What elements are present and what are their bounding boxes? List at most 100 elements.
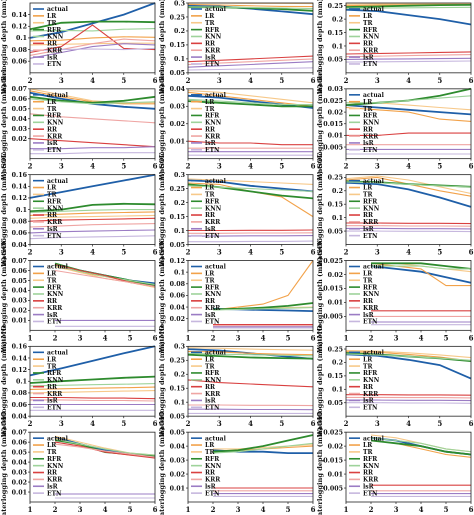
panel-4: 2 3 4 5 6 0.02 0.03 0.04 0.05 0.06 0.07 Waterloggin… (0, 68, 158, 181)
series-line-KRR (346, 225, 472, 227)
legend-label-RFR: RFR (205, 113, 220, 120)
y-tick-label: 0.05 (12, 278, 27, 285)
legend-label-KRR: KRR (205, 47, 221, 54)
series-line-actual (345, 181, 472, 208)
x-tick-label: 2 (211, 505, 216, 514)
series-line-RFR (29, 202, 156, 213)
y-tick-label: 0.05 (170, 242, 185, 249)
legend-label-RR: RR (363, 470, 374, 477)
legend-label-KRR: KRR (205, 477, 221, 484)
series-line-LR (29, 386, 156, 390)
series-line-RR (187, 140, 313, 146)
legend-label-LR: LR (363, 356, 373, 363)
y-tick-label: 0.02 (170, 471, 185, 478)
y-tick-label: 0.05 (170, 429, 185, 436)
legend-label-ETN: ETN (363, 490, 378, 497)
x-tick-label: 6 (469, 419, 474, 428)
legend-label-LR: LR (205, 99, 215, 106)
series-line-lsR (29, 43, 156, 59)
y-tick-label: 0.05 (328, 57, 343, 64)
legend-label-actual: actual (363, 350, 385, 357)
x-tick-label: 4 (261, 333, 266, 342)
series-line-KNN (29, 28, 156, 32)
series-line-RR (345, 51, 472, 55)
legend-label-actual: actual (205, 350, 227, 357)
y-tick-label: 0.03 (170, 457, 185, 464)
x-tick-label: 5 (279, 162, 284, 171)
y-tick-label: 0.12 (12, 367, 27, 374)
y-tick-label: 0.06 (12, 230, 28, 237)
x-tick-label: 4 (419, 333, 424, 342)
legend-label-actual: actual (205, 92, 227, 99)
legend-label-RFR: RFR (47, 284, 62, 291)
x-tick-label: 3 (59, 419, 64, 428)
legend-label-TR: TR (363, 363, 373, 370)
y-tick-label: 0.14 (12, 184, 28, 191)
series-line-KNN (345, 6, 472, 9)
y-tick-label: 0.04 (12, 459, 28, 466)
legend-label-RR: RR (47, 470, 58, 477)
series-line-KRR (54, 269, 156, 287)
x-tick-label: 1 (28, 505, 33, 514)
legend-label-ETN: ETN (363, 61, 378, 68)
legend-label-RR: RR (205, 126, 216, 133)
legend-label-KRR: KRR (47, 391, 63, 398)
y-tick-label: 0.2 (174, 372, 185, 379)
series-line-actual (345, 8, 472, 26)
legend-label-lsR: lsR (205, 312, 217, 319)
legend-label-RFR: RFR (363, 284, 378, 291)
series-line-RFR (187, 353, 314, 360)
x-tick-label: 6 (153, 162, 158, 171)
legend-label-KRR: KRR (363, 133, 379, 140)
legend-label-KRR: KRR (205, 305, 221, 312)
series-line-TR (29, 390, 156, 394)
legend-label-TR: TR (47, 192, 57, 199)
y-tick-label: 0.05 (12, 449, 27, 456)
y-tick-label: 0.025 (323, 98, 343, 105)
legend-label-RR: RR (205, 384, 216, 391)
series-line-LR (187, 3, 314, 8)
legend-label-ETN: ETN (205, 233, 220, 240)
y-axis-label: Waterlogging depth (mm)-SOC (316, 152, 324, 267)
legend-label-KRR: KRR (47, 477, 63, 484)
y-tick-label: 0.025 (323, 258, 343, 265)
legend-label-TR: TR (205, 106, 215, 113)
series-line-RR (346, 394, 472, 396)
series-line-KNN (187, 98, 313, 106)
y-tick-label: 0.025 (323, 429, 343, 436)
legend-label-ETN: ETN (205, 490, 220, 497)
x-tick-label: 3 (217, 248, 222, 257)
y-tick-label: 0.25 (170, 14, 185, 21)
x-tick-label: 4 (90, 248, 95, 257)
legend-label-LR: LR (363, 271, 373, 278)
panel-14: 2 3 4 5 6 0.05 0.1 0.15 0.2 0.25 0.3 Waterlogging d… (158, 325, 316, 438)
legend-label-ETN: ETN (47, 61, 62, 68)
legend-label-RR: RR (363, 384, 374, 391)
y-tick-label: 0.1 (174, 269, 185, 276)
y-tick-label: 0.06 (12, 402, 28, 409)
series-line-RFR (212, 434, 314, 453)
legend-label-KRR: KRR (363, 305, 379, 312)
legend-label-RFR: RFR (205, 370, 220, 377)
y-tick-label: 0.02 (328, 443, 343, 450)
series-line-actual (187, 179, 314, 193)
legend-label-LR: LR (363, 442, 373, 449)
legend-label-RR: RR (363, 41, 374, 48)
legend-label-KNN: KNN (205, 463, 222, 470)
legend-label-ETN: ETN (47, 147, 62, 154)
legend-label-RR: RR (47, 212, 58, 219)
x-tick-label: 4 (90, 162, 95, 171)
series-line-LR (345, 106, 472, 122)
y-tick-label: 0.15 (328, 373, 343, 380)
legend-label-actual: actual (47, 6, 69, 13)
legend-label-KRR: KRR (363, 391, 379, 398)
series-line-KNN (187, 6, 314, 10)
y-tick-label: 0.06 (12, 58, 28, 65)
x-tick-label: 2 (344, 162, 349, 171)
legend-label-lsR: lsR (47, 140, 59, 147)
legend-label-KNN: KNN (205, 120, 222, 127)
legend-label-TR: TR (363, 20, 373, 27)
series-line-KRR (29, 38, 156, 56)
y-tick-label: 0.16 (12, 172, 28, 179)
panel-8: 2 3 4 5 6 0.05 0.1 0.15 0.2 0.25 0.3 Waterlogging d… (158, 152, 316, 267)
